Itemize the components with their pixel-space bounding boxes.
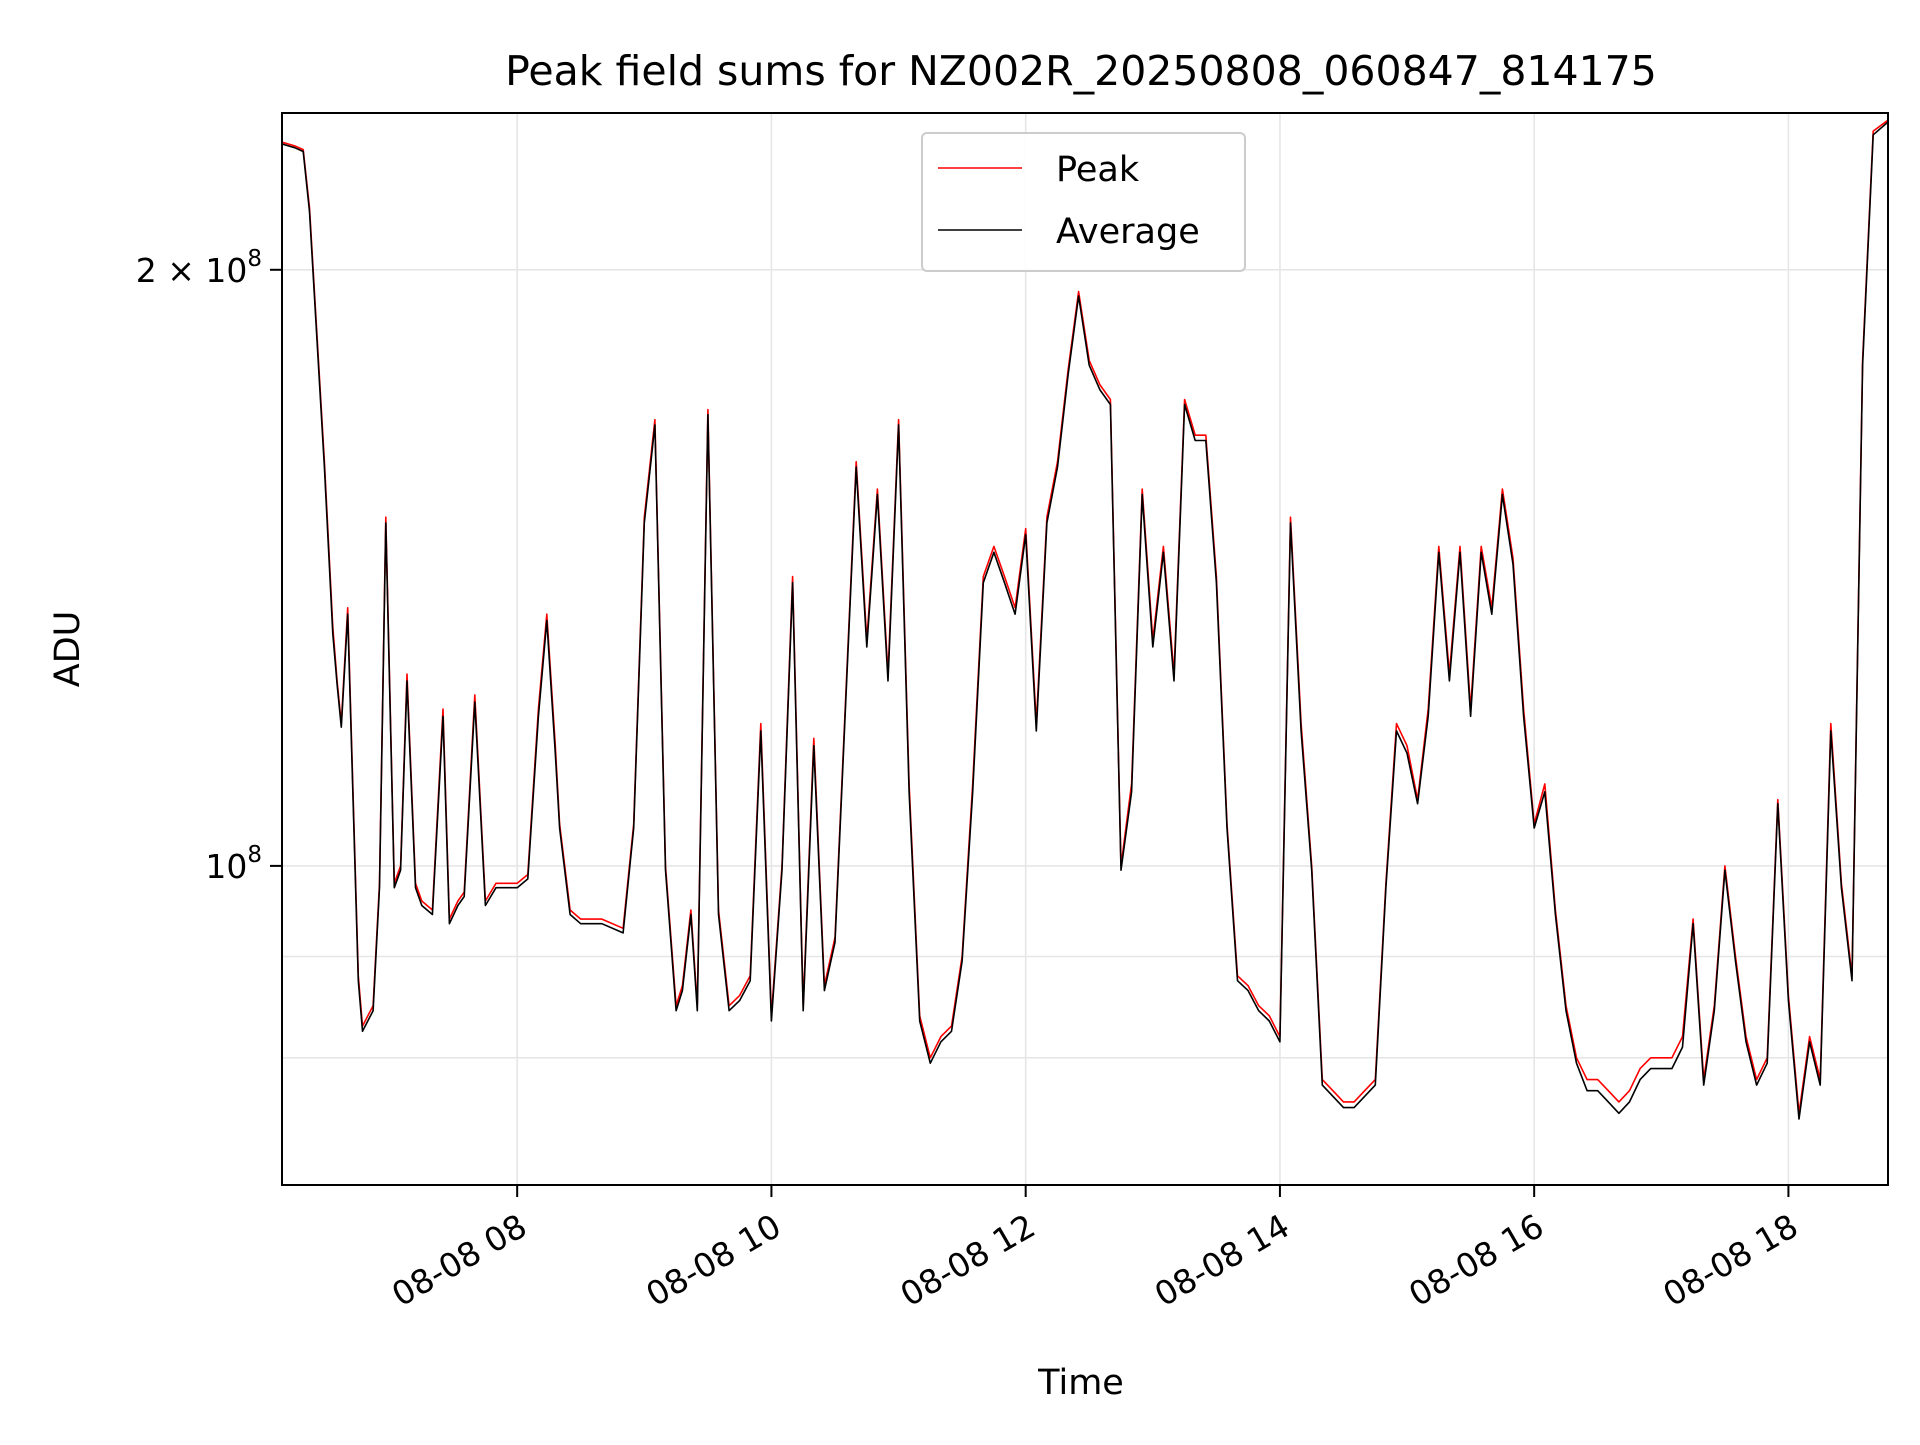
y-axis-label: ADU: [48, 611, 88, 688]
y-axis-ticks: 108 2 × 108: [136, 246, 282, 886]
chart-legend: Peak Average: [921, 132, 1246, 272]
series-line-average: [281, 121, 1889, 1120]
grid-lines: [282, 113, 1888, 1185]
series-lines: [281, 119, 1889, 1120]
y-tick-label-1: 2 × 108: [136, 246, 262, 290]
chart-title: Peak field sums for NZ002R_20250808_0608…: [505, 47, 1657, 95]
legend-label-average: Average: [1056, 212, 1200, 252]
plot-area-frame: [281, 112, 1889, 1186]
x-axis-label: Time: [1037, 1363, 1124, 1403]
y-tick-label-0: 108: [205, 842, 262, 886]
legend-label-peak: Peak: [1056, 150, 1140, 190]
